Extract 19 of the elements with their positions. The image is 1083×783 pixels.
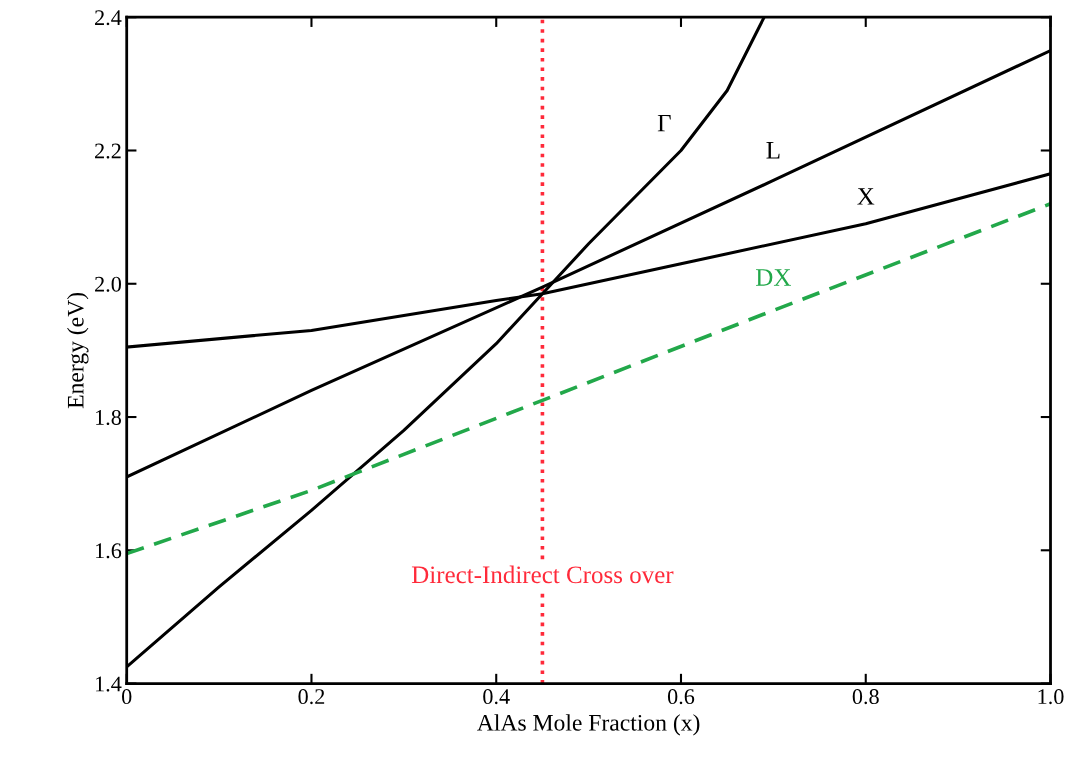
y-tick-label: 2.0 [95, 276, 121, 292]
x-tick-label: 0.6 [667, 689, 695, 705]
x-tick-label: 0.8 [852, 689, 879, 705]
series-label: DX [756, 269, 791, 286]
x-tick-label: 0.4 [483, 689, 510, 705]
series-label: L [766, 142, 780, 159]
x-tick-label: 0 [122, 689, 132, 705]
x-tick-label: 0.2 [298, 689, 325, 705]
series-label: Γ [657, 114, 671, 132]
y-axis-title: Energy (eV) [67, 292, 89, 409]
y-tick-label: 2.2 [95, 143, 121, 159]
ref-line-label: Direct-Indirect Cross over [411, 565, 674, 584]
x-tick-label: 1.0 [1038, 689, 1064, 705]
series-label: X [857, 188, 875, 205]
x-axis-title: AlAs Mole Fraction (x) [477, 714, 700, 736]
y-tick-label: 1.6 [96, 543, 122, 559]
y-tick-label: 1.8 [96, 409, 121, 426]
y-tick-label: 2.4 [95, 10, 122, 26]
y-tick-label: 1.4 [96, 676, 122, 692]
